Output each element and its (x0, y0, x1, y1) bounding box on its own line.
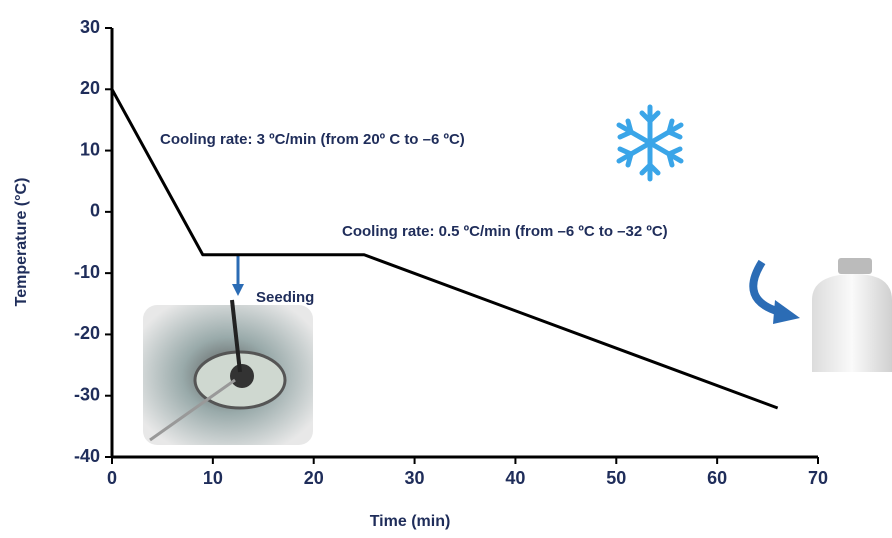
x-axis-title: Time (min) (370, 513, 451, 530)
x-tick-label: 0 (107, 468, 117, 488)
seeding-photo (143, 299, 313, 445)
seeding-arrow-head (232, 284, 244, 296)
dewar-photo (812, 258, 892, 372)
y-tick-label: -40 (74, 446, 100, 466)
annotation: Cooling rate: 0.5 ºC/min (from –6 ºC to … (342, 223, 668, 240)
y-tick-label: 10 (80, 139, 100, 159)
y-tick-label: -30 (74, 384, 100, 404)
annotation: Seeding (256, 289, 314, 306)
y-tick-label: -20 (74, 323, 100, 343)
data-line (110, 88, 779, 410)
curved-arrow-head (773, 300, 800, 324)
x-tick-label: 20 (304, 468, 324, 488)
annotation: Cooling rate: 3 ºC/min (from 20º C to –6… (160, 131, 465, 148)
x-tick-label: 10 (203, 468, 223, 488)
x-tick-label: 40 (505, 468, 525, 488)
y-tick-label: 20 (80, 78, 100, 98)
y-axis-title: Temperature (°C) (13, 178, 30, 307)
x-tick-label: 70 (808, 468, 828, 488)
curved-arrow (749, 259, 782, 316)
x-tick-label: 50 (606, 468, 626, 488)
x-tick-label: 60 (707, 468, 727, 488)
snowflake-icon (616, 104, 684, 182)
y-tick-label: -10 (74, 262, 100, 282)
x-tick-label: 30 (405, 468, 425, 488)
y-tick-label: 0 (90, 201, 100, 221)
y-tick-label: 30 (80, 17, 100, 37)
